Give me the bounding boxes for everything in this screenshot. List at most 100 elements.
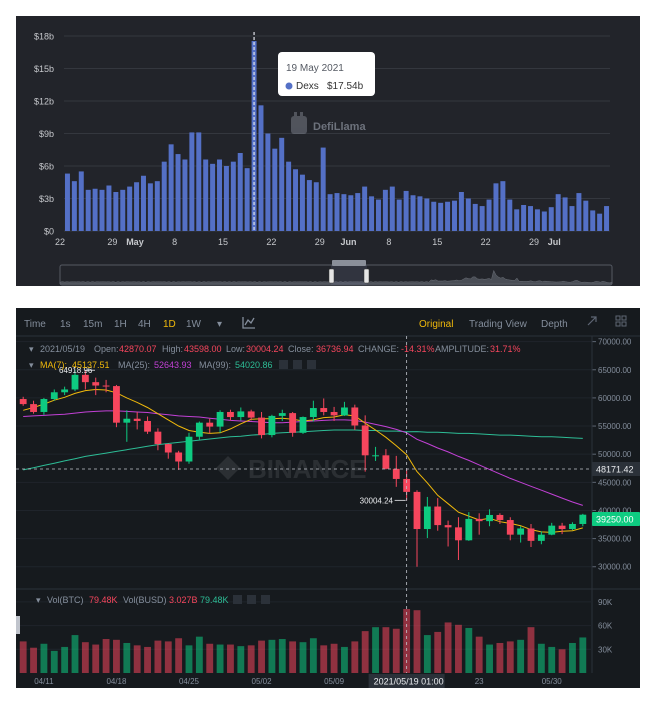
grid-layout-icon[interactable]: [615, 315, 627, 327]
volume-bar: [102, 639, 110, 673]
candle-body: [413, 491, 421, 530]
bar: [445, 201, 451, 231]
range-left-handle[interactable]: [328, 268, 335, 284]
bar: [486, 199, 492, 231]
interval-1w[interactable]: 1W: [186, 319, 202, 330]
candle-body: [113, 386, 120, 423]
collapse-icon[interactable]: ▾: [36, 595, 41, 605]
bar: [154, 181, 160, 231]
defillama-chart-panel: $0 $3b $6b $9b $12b $15b $18b DefiLlama 22 29 Ma…: [16, 16, 640, 286]
interval-1h[interactable]: 1H: [114, 319, 127, 330]
high-label: High:: [162, 344, 183, 354]
vol-visibility-icon[interactable]: [233, 595, 242, 604]
expand-icon[interactable]: [587, 316, 597, 326]
bar: [465, 198, 471, 231]
volume-bar: [496, 642, 504, 673]
bar: [272, 148, 278, 231]
vol-close-icon[interactable]: [261, 595, 270, 604]
volume-bar: [413, 610, 421, 673]
volume-bar: [195, 636, 203, 673]
y-tick-label: $12b: [34, 97, 54, 107]
collapse-icon[interactable]: ▾: [29, 344, 34, 354]
volume-bar: [258, 640, 265, 673]
range-selection[interactable]: [331, 265, 367, 285]
binance-kline-panel: Time 1s 15m 1H 4H 1D 1W ▾ Original Tradi…: [16, 308, 640, 688]
open-label: Open:: [94, 344, 119, 354]
volume-bar: [455, 624, 462, 673]
volume-bar: [71, 635, 79, 673]
candle-body: [309, 408, 317, 418]
interval-time[interactable]: Time: [24, 319, 46, 330]
volume-bar: [537, 643, 545, 673]
interval-15m[interactable]: 15m: [83, 319, 102, 330]
collapse-icon[interactable]: ▾: [29, 360, 34, 370]
crosshair: 48171.42: [16, 336, 640, 673]
candle-body: [289, 413, 297, 433]
last-price: 39250.00: [596, 515, 634, 525]
range-right-handle[interactable]: [363, 268, 370, 284]
bar: [500, 181, 506, 231]
candle-body: [185, 436, 193, 462]
candle-body: [537, 534, 545, 541]
volume-bar: [434, 631, 442, 673]
x-tick-label: May: [126, 237, 144, 247]
amplitude-label: AMPLITUDE:: [435, 344, 489, 354]
volume-bar: [558, 649, 566, 673]
volume-axis-label: 30K: [598, 645, 613, 654]
chevron-down-icon[interactable]: ▾: [217, 319, 222, 330]
view-depth[interactable]: Depth: [541, 319, 568, 330]
volume-bar: [206, 643, 214, 673]
volume-bar: [548, 646, 556, 673]
bar: [493, 183, 499, 231]
change-value: -14.31%: [401, 344, 435, 354]
interval-4h[interactable]: 4H: [138, 319, 151, 330]
ma7-value: 45137.51: [72, 360, 110, 370]
x-tick-label: Jun: [340, 237, 356, 247]
candle-body: [164, 444, 172, 453]
bar: [78, 171, 84, 231]
candle-body: [61, 389, 69, 393]
view-original[interactable]: Original: [419, 319, 453, 330]
volume-bar: [309, 638, 317, 673]
pane-resize-handle[interactable]: [16, 616, 20, 634]
volume-bar: [320, 645, 328, 673]
volume-bar: [278, 639, 286, 673]
bar: [424, 198, 430, 231]
close-value: 36736.94: [316, 344, 354, 354]
bar: [71, 181, 77, 231]
ma7-label: MA(7):: [40, 360, 67, 370]
x-tick-label: 15: [432, 237, 442, 247]
ma-settings-icon[interactable]: [293, 360, 302, 369]
defillama-watermark: DefiLlama: [291, 112, 366, 134]
range-slider[interactable]: [59, 260, 613, 286]
low-annotation: 30004.24: [360, 496, 406, 505]
interval-1s[interactable]: 1s: [60, 319, 71, 330]
ma-visibility-icon[interactable]: [279, 360, 288, 369]
bar: [555, 194, 561, 231]
bar: [258, 105, 264, 231]
candle-body: [50, 392, 58, 400]
bar: [203, 159, 209, 231]
candle-body: [175, 452, 183, 462]
view-trading-view[interactable]: Trading View: [469, 319, 528, 330]
date-axis-label: 23: [475, 677, 484, 686]
volume-bar: [30, 647, 37, 673]
interval-1d[interactable]: 1D: [163, 319, 176, 330]
vol-settings-icon[interactable]: [247, 595, 256, 604]
range-drag-bar[interactable]: [332, 260, 366, 266]
date-axis-label: 04/11: [34, 677, 54, 686]
date-axis-label: 04/25: [179, 677, 200, 686]
bar: [127, 186, 133, 231]
bar: [431, 201, 437, 231]
tooltip-value: $17.54b: [327, 81, 364, 92]
price-axis: 70000.00 65000.00 60000.00 55000.00 50000.00…: [591, 336, 632, 673]
candle-body: [278, 413, 286, 416]
volume-bar: [444, 622, 452, 673]
date-axis: 04/11 04/18 04/25 05/02 05/09 23 05/30: [34, 677, 562, 686]
chart-indicator-icon[interactable]: [242, 317, 255, 329]
ma-close-icon[interactable]: [307, 360, 316, 369]
bar: [237, 153, 243, 231]
volume-bar: [92, 644, 100, 673]
candle-body: [40, 399, 48, 412]
candle-body: [372, 455, 379, 457]
